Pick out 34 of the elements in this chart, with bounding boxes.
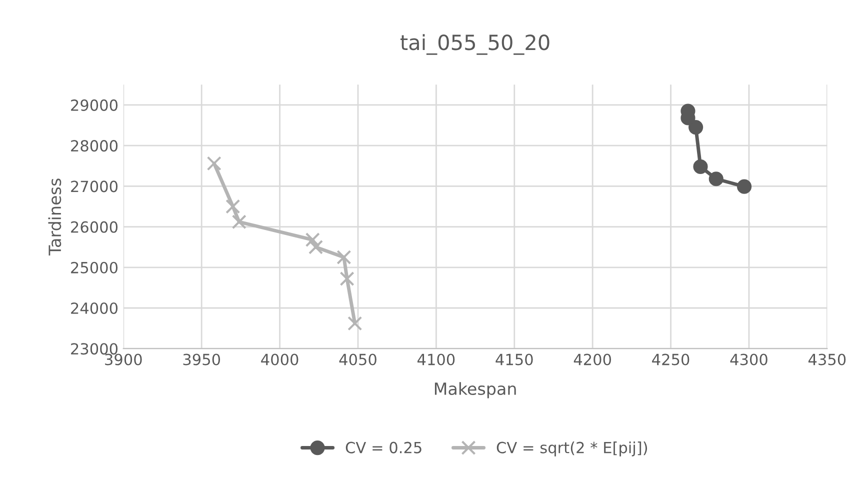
chart-title: tai_055_50_20 xyxy=(400,34,550,55)
y-tick-label: 28000 xyxy=(71,140,118,152)
x-tick-label: 3950 xyxy=(183,354,220,366)
point xyxy=(340,271,354,286)
x-tick-label: 4250 xyxy=(652,354,690,366)
point xyxy=(736,179,752,194)
point xyxy=(336,250,352,265)
x-tick-label: 4150 xyxy=(496,354,533,366)
x-tick-label: 3900 xyxy=(105,354,142,366)
y-tick-label: 25000 xyxy=(71,262,118,274)
point xyxy=(232,214,246,230)
x-axis-title: Makespan xyxy=(434,382,516,398)
y-tick-label: 26000 xyxy=(71,221,118,233)
point xyxy=(348,316,362,331)
legend-label: CV = 0.25 xyxy=(346,442,422,454)
point xyxy=(206,156,222,171)
x-tick-label: 4200 xyxy=(574,354,612,366)
x-tick-label: 4300 xyxy=(730,354,768,366)
point xyxy=(226,199,240,214)
point xyxy=(305,232,320,248)
legend-label: CV = sqrt(2 * E[pij]) xyxy=(496,442,648,456)
point xyxy=(708,172,724,186)
point xyxy=(693,159,708,174)
point xyxy=(688,120,704,135)
x-tick-label: 4050 xyxy=(339,354,376,366)
y-tick-label: 29000 xyxy=(71,99,118,111)
x-tick-label: 4000 xyxy=(261,354,298,366)
y-tick-label: 23000 xyxy=(71,343,118,355)
point xyxy=(308,240,324,254)
x-tick-label: 4100 xyxy=(417,354,455,366)
y-tick-label: 27000 xyxy=(71,180,118,192)
y-axis-title: Tardiness xyxy=(48,178,62,256)
x-tick-label: 4350 xyxy=(808,354,846,366)
y-tick-label: 24000 xyxy=(71,302,118,314)
